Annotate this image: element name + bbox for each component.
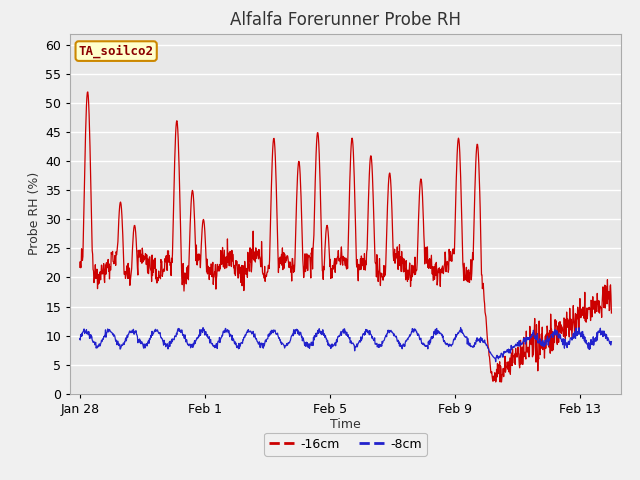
Y-axis label: Probe RH (%): Probe RH (%) (28, 172, 41, 255)
Legend: -16cm, -8cm: -16cm, -8cm (264, 433, 427, 456)
Text: TA_soilco2: TA_soilco2 (79, 44, 154, 58)
X-axis label: Time: Time (330, 419, 361, 432)
Title: Alfalfa Forerunner Probe RH: Alfalfa Forerunner Probe RH (230, 11, 461, 29)
